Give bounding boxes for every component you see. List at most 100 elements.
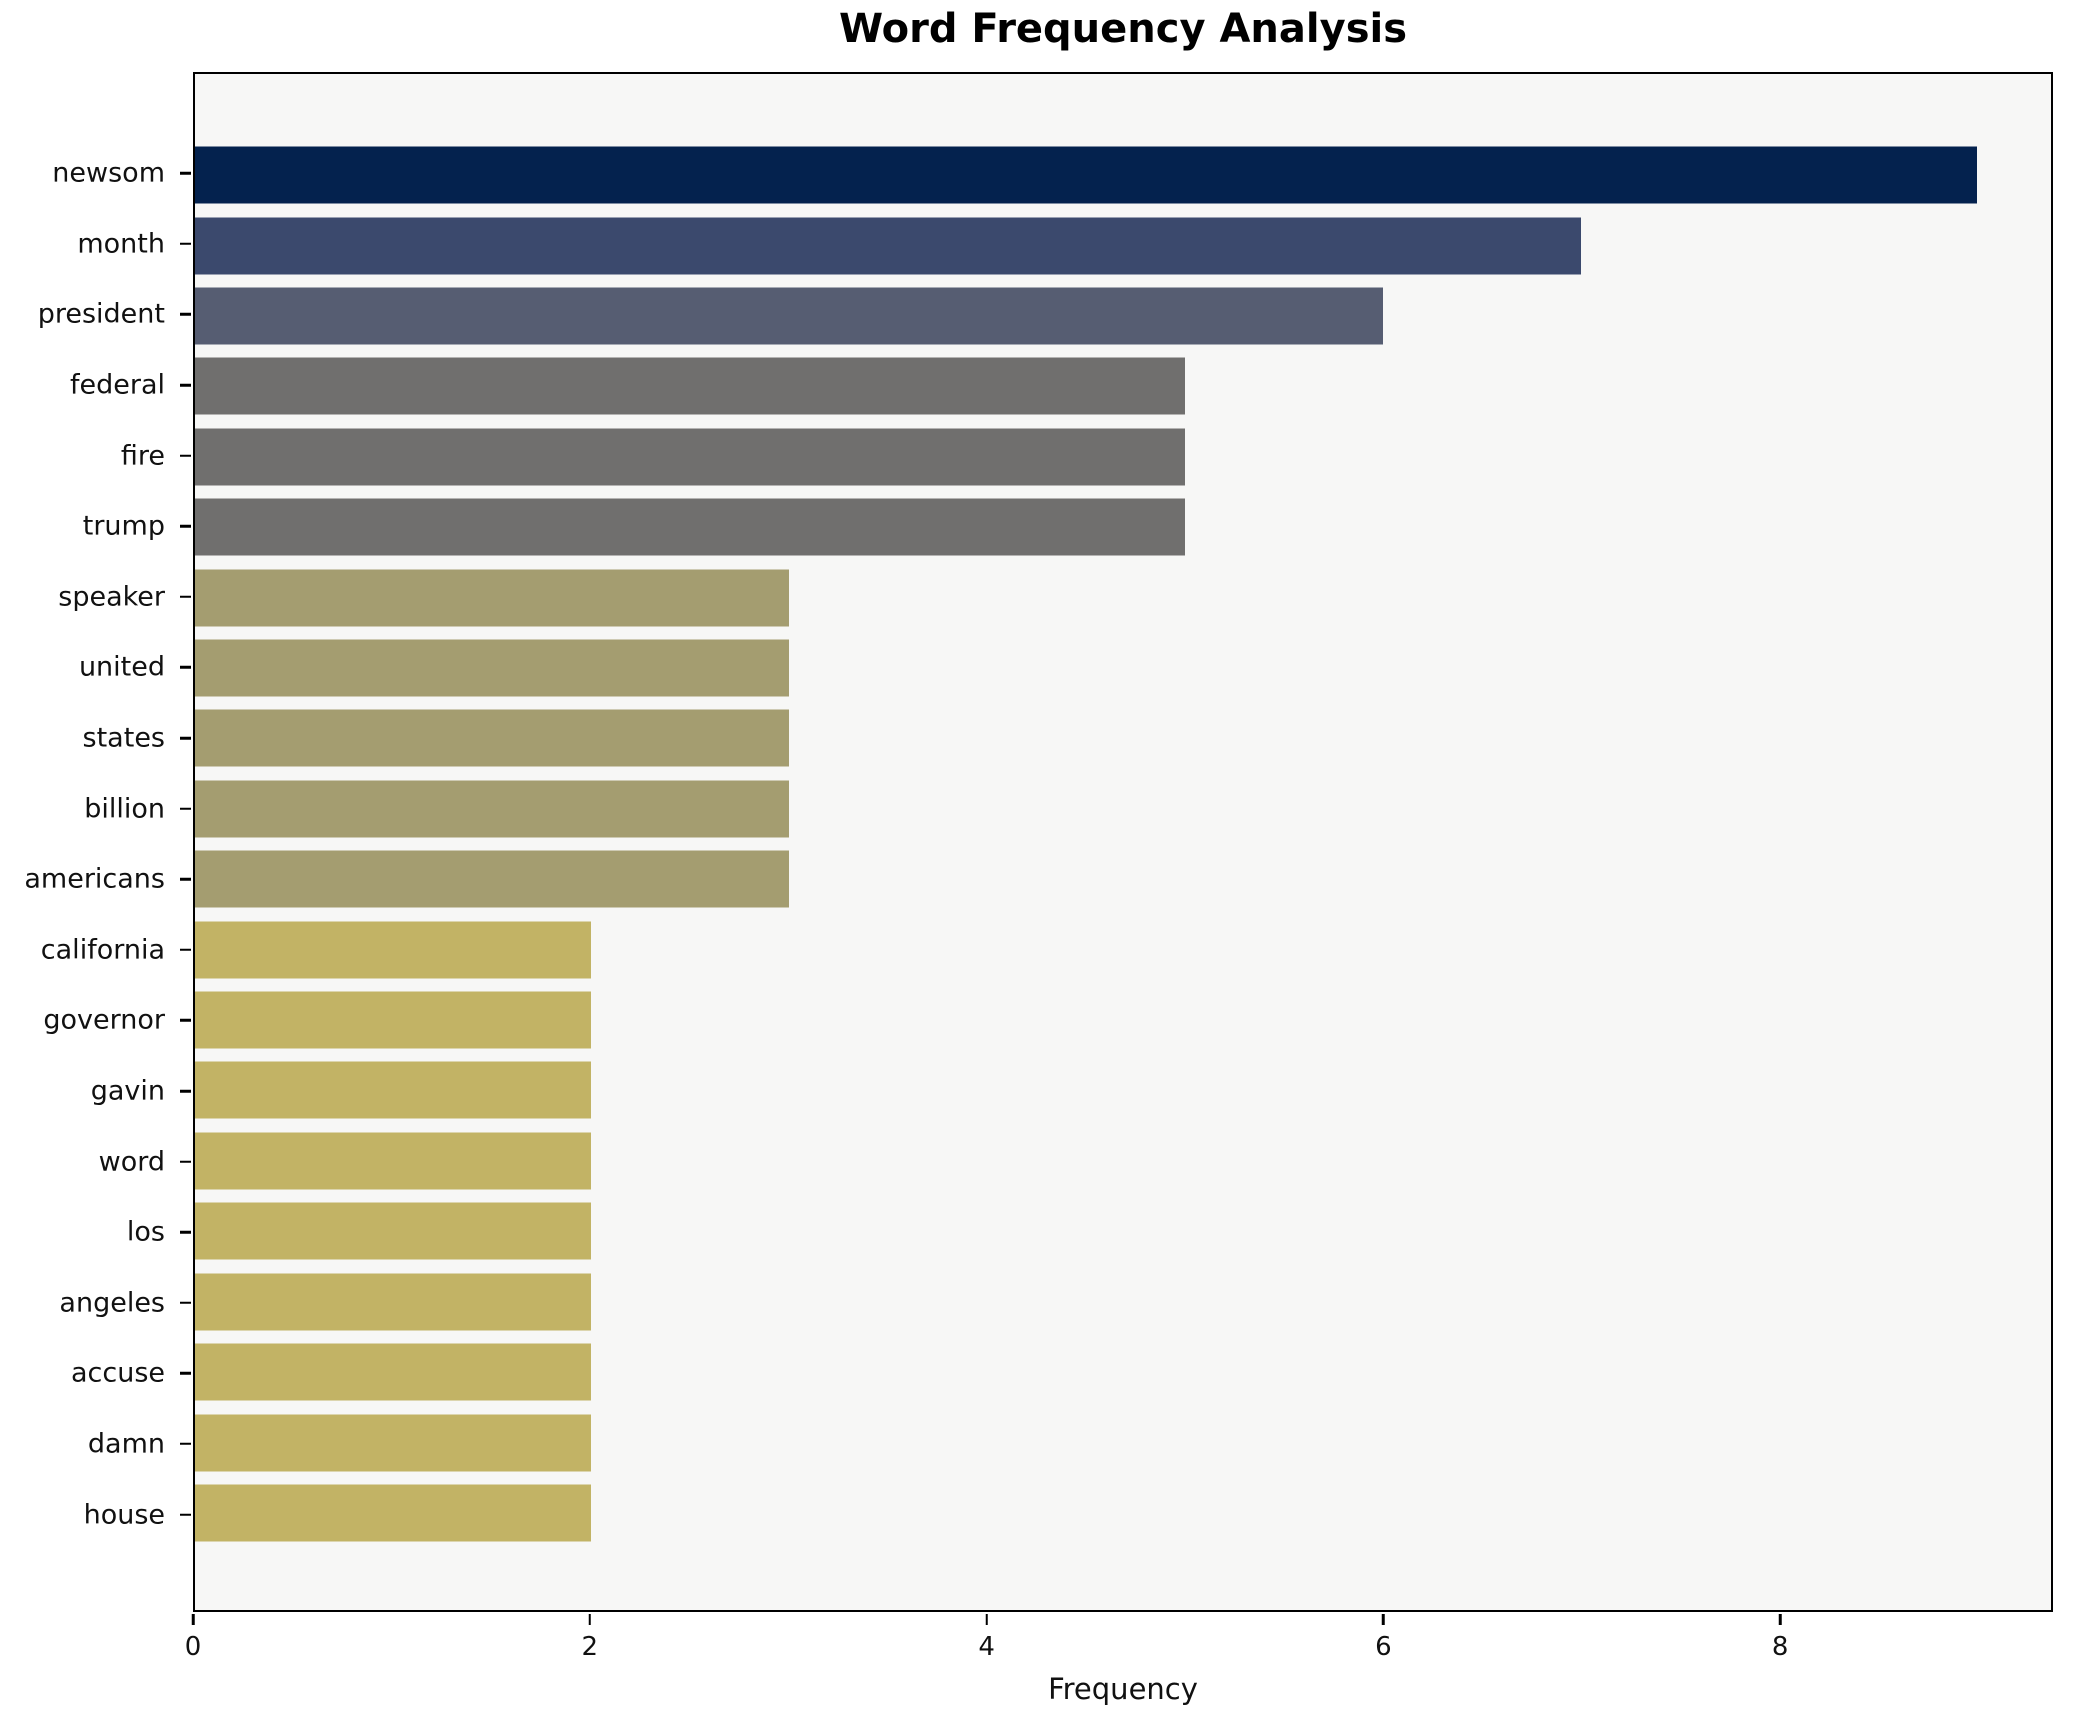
bar-row-united: [195, 633, 2051, 703]
y-label-row-month: month: [0, 209, 193, 280]
y-label-house: house: [83, 1499, 165, 1531]
x-axis: 0 2 4 6 8: [185, 1614, 2053, 1714]
x-tick-label-8: 8: [1771, 1632, 1789, 1662]
y-tick-los: [180, 1230, 191, 1234]
y-tick-accuse: [180, 1372, 191, 1375]
y-label-row-california: california: [0, 915, 193, 986]
y-label-row-damn: damn: [0, 1409, 193, 1480]
y-tick-billion: [180, 807, 191, 810]
bar-row-president: [195, 281, 2051, 351]
bar-newsom: [195, 146, 1977, 204]
y-tick-word: [180, 1160, 191, 1163]
y-label-row-trump: trump: [0, 491, 193, 562]
bar-gavin: [195, 1061, 591, 1119]
bar-accuse: [195, 1343, 591, 1401]
bar-california: [195, 921, 591, 979]
bar-row-trump: [195, 492, 2051, 562]
y-label-trump: trump: [82, 510, 165, 542]
x-axis-title: Frequency: [1048, 1672, 1198, 1706]
y-label-row-states: states: [0, 703, 193, 774]
x-tick-label-6: 6: [1375, 1632, 1392, 1662]
bar-row-speaker: [195, 562, 2051, 632]
y-label-president: president: [37, 298, 165, 330]
y-tick-angeles: [180, 1301, 191, 1305]
bar-house: [195, 1484, 591, 1542]
y-tick-americans: [180, 877, 191, 881]
bar-billion: [195, 780, 789, 838]
bar-united: [195, 639, 789, 697]
y-label-states: states: [82, 722, 165, 754]
y-tick-states: [180, 736, 191, 740]
x-tick-mark-8: [1778, 1614, 1782, 1625]
y-label-angeles: angeles: [59, 1287, 165, 1319]
y-label-month: month: [77, 228, 165, 260]
bar-row-damn: [195, 1407, 2051, 1477]
y-label-row-house: house: [0, 1479, 193, 1550]
y-label-newsom: newsom: [52, 157, 165, 189]
y-label-speaker: speaker: [58, 581, 165, 613]
y-label-billion: billion: [84, 793, 165, 825]
y-label-row-word: word: [0, 1126, 193, 1197]
bar-president: [195, 287, 1383, 345]
y-label-row-newsom: newsom: [0, 138, 193, 209]
y-tick-month: [180, 242, 191, 246]
y-tick-speaker: [180, 595, 191, 599]
bar-americans: [195, 850, 789, 908]
y-label-americans: americans: [24, 863, 165, 895]
y-label-fire: fire: [120, 440, 165, 472]
y-label-accuse: accuse: [70, 1357, 165, 1389]
x-tick-mark-2: [588, 1614, 592, 1625]
y-tick-governor: [180, 1019, 191, 1022]
y-label-row-los: los: [0, 1197, 193, 1268]
y-label-row-accuse: accuse: [0, 1338, 193, 1409]
bar-row-states: [195, 703, 2051, 773]
bar-row-fire: [195, 422, 2051, 492]
x-tick-label-4: 4: [978, 1632, 995, 1662]
y-label-los: los: [126, 1216, 165, 1248]
x-tick-mark-0: [191, 1614, 195, 1625]
y-label-gavin: gavin: [90, 1075, 165, 1107]
bar-row-house: [195, 1478, 2051, 1548]
y-tick-newsom: [180, 172, 191, 175]
bar-governor: [195, 991, 591, 1049]
bar-row-month: [195, 210, 2051, 280]
bar-word: [195, 1132, 591, 1190]
y-tick-california: [180, 948, 191, 952]
bar-damn: [195, 1414, 591, 1472]
y-label-row-speaker: speaker: [0, 562, 193, 633]
y-tick-trump: [180, 525, 191, 528]
bar-row-billion: [195, 774, 2051, 844]
bar-row-accuse: [195, 1337, 2051, 1407]
bar-fire: [195, 428, 1185, 486]
y-label-governor: governor: [43, 1004, 165, 1036]
y-label-row-president: president: [0, 279, 193, 350]
bar-los: [195, 1202, 591, 1260]
y-label-row-governor: governor: [0, 985, 193, 1056]
y-label-damn: damn: [87, 1428, 165, 1460]
y-label-row-fire: fire: [0, 420, 193, 491]
bar-rows: [195, 74, 2051, 1610]
x-tick-label-2: 2: [581, 1632, 599, 1662]
y-label-california: california: [40, 934, 165, 966]
bar-row-americans: [195, 844, 2051, 914]
y-label-row-gavin: gavin: [0, 1056, 193, 1127]
bar-angeles: [195, 1273, 591, 1331]
bar-row-governor: [195, 985, 2051, 1055]
y-tick-united: [180, 666, 191, 669]
bar-row-federal: [195, 351, 2051, 421]
y-label-federal: federal: [69, 369, 165, 401]
bar-row-gavin: [195, 1055, 2051, 1125]
bar-month: [195, 217, 1581, 275]
bar-speaker: [195, 569, 789, 627]
y-label-row-federal: federal: [0, 350, 193, 421]
y-label-row-billion: billion: [0, 773, 193, 844]
y-label-word: word: [98, 1146, 165, 1178]
y-tick-damn: [180, 1442, 191, 1446]
y-label-row-americans: americans: [0, 844, 193, 915]
chart-title: Word Frequency Analysis: [838, 6, 1408, 52]
y-tick-president: [180, 313, 191, 316]
y-tick-house: [180, 1513, 191, 1516]
x-tick-mark-4: [985, 1614, 988, 1625]
bar-states: [195, 709, 789, 767]
